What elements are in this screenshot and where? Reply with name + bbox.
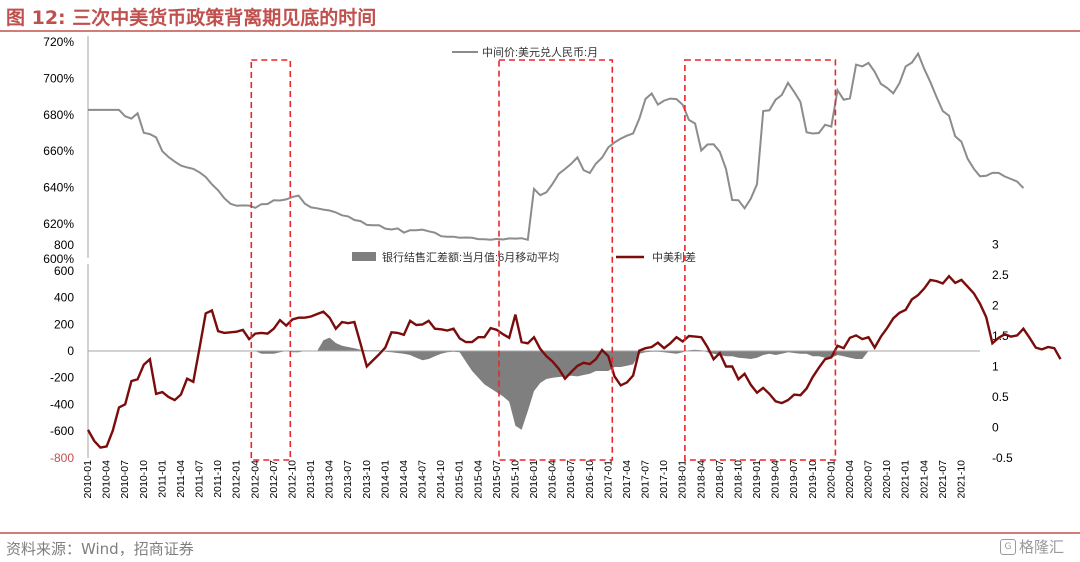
x-tick-label: 2018-07 xyxy=(714,460,726,499)
right-y-tick-label: 2 xyxy=(992,299,999,313)
x-tick-label: 2018-04 xyxy=(695,460,707,499)
x-tick-label: 2019-07 xyxy=(788,460,800,499)
x-tick-label: 2011-04 xyxy=(175,460,187,498)
x-tick-label: 2019-10 xyxy=(807,460,819,499)
watermark-text: 格隆汇 xyxy=(1019,538,1065,556)
x-tick-label: 2014-10 xyxy=(435,460,447,499)
x-tick-label: 2020-07 xyxy=(863,460,875,499)
highlight-period-box xyxy=(250,59,292,461)
x-tick-label: 2019-01 xyxy=(751,460,763,499)
left-y-tick-label: 0 xyxy=(67,344,74,358)
x-tick-label: 2013-04 xyxy=(324,460,336,499)
x-tick-label: 2021-07 xyxy=(937,460,949,499)
top-y-tick-label: 660% xyxy=(43,144,74,158)
x-tick-label: 2010-07 xyxy=(119,460,131,499)
x-tick-label: 2020-01 xyxy=(825,460,837,499)
legend-swatch-fx xyxy=(352,252,376,261)
right-y-tick-label: 0.5 xyxy=(992,390,1009,404)
x-tick-label: 2016-04 xyxy=(547,460,559,499)
x-tick-label: 2014-04 xyxy=(398,460,410,499)
x-tick-label: 2016-07 xyxy=(565,460,577,499)
left-y-tick-label: 800 xyxy=(54,238,74,252)
legend-label-fx: 银行结售汇差额:当月值:6月移动平均 xyxy=(382,250,559,264)
x-tick-label: 2016-01 xyxy=(528,460,540,499)
highlight-period-box xyxy=(498,59,614,461)
x-tick-label: 2012-01 xyxy=(231,460,243,499)
x-tick-label: 2017-10 xyxy=(658,460,670,499)
x-tick-label: 2011-01 xyxy=(156,460,168,498)
left-y-tick-label: 600 xyxy=(54,264,74,278)
x-tick-label: 2015-01 xyxy=(454,460,466,499)
right-y-tick-label: 2.5 xyxy=(992,268,1009,282)
left-y-tick-label: 400 xyxy=(54,291,74,305)
watermark: G 格隆汇 xyxy=(1000,536,1064,557)
spread-line xyxy=(86,274,1062,449)
top-y-tick-label: 720% xyxy=(43,35,74,49)
x-tick-label: 2012-10 xyxy=(286,460,298,499)
right-y-tick-label: 0 xyxy=(992,421,999,435)
fx-settlement-area xyxy=(88,337,1042,430)
x-tick-label: 2021-01 xyxy=(900,460,912,499)
x-tick-label: 2011-07 xyxy=(194,460,206,498)
right-y-tick-label: 3 xyxy=(992,238,999,252)
page-title: 图 12: 三次中美货币政策背离期见底的时间 xyxy=(6,7,377,29)
x-tick-label: 2012-04 xyxy=(249,460,261,499)
left-y-tick-label: 200 xyxy=(54,317,74,331)
x-tick-label: 2015-10 xyxy=(509,460,521,499)
legend-label-usdcny: 中间价:美元兑人民币:月 xyxy=(482,45,598,59)
x-tick-label: 2010-01 xyxy=(82,460,94,499)
usdcny-line xyxy=(88,51,1025,242)
x-tick-label: 2013-01 xyxy=(305,460,317,499)
x-tick-label: 2016-10 xyxy=(584,460,596,499)
x-tick-label: 2017-01 xyxy=(602,460,614,499)
top-y-tick-label: 640% xyxy=(43,181,74,195)
x-tick-label: 2015-04 xyxy=(472,460,484,499)
x-tick-label: 2013-07 xyxy=(342,460,354,499)
x-tick-label: 2018-10 xyxy=(732,460,744,499)
top-y-tick-label: 700% xyxy=(43,71,74,85)
right-y-tick-label: 1 xyxy=(992,360,999,374)
left-y-tick-label: -600 xyxy=(50,424,74,438)
x-tick-label: 2020-04 xyxy=(844,460,856,499)
source-note: 资料来源：Wind，招商证券 xyxy=(6,540,194,558)
top-y-tick-label: 680% xyxy=(43,108,74,122)
x-tick-label: 2017-07 xyxy=(640,460,652,499)
x-tick-label: 2021-04 xyxy=(918,460,930,499)
legend-label-spread: 中美利差 xyxy=(652,250,696,264)
x-tick-label: 2018-01 xyxy=(677,460,689,499)
x-tick-label: 2013-10 xyxy=(361,460,373,499)
x-tick-label: 2010-10 xyxy=(138,460,150,499)
x-tick-label: 2014-07 xyxy=(417,460,429,499)
logo-g-icon: G xyxy=(1000,538,1016,555)
top-y-tick-label: 600% xyxy=(43,252,74,266)
x-tick-label: 2021-10 xyxy=(955,460,967,499)
x-tick-label: 2017-04 xyxy=(621,460,633,499)
x-tick-label: 2012-07 xyxy=(268,460,280,499)
x-tick-label: 2020-10 xyxy=(881,460,893,499)
right-y-tick-label: -0.5 xyxy=(992,451,1013,465)
x-tick-label: 2011-10 xyxy=(212,460,224,498)
highlight-period-box xyxy=(684,59,837,461)
left-y-tick-label: -800 xyxy=(50,451,74,465)
left-y-tick-label: -400 xyxy=(50,397,74,411)
left-y-tick-label: -200 xyxy=(50,371,74,385)
top-y-tick-label: 620% xyxy=(43,217,74,231)
x-tick-label: 2015-07 xyxy=(491,460,503,499)
x-tick-label: 2010-04 xyxy=(101,460,113,499)
x-tick-label: 2014-01 xyxy=(379,460,391,499)
x-tick-label: 2019-04 xyxy=(770,460,782,499)
